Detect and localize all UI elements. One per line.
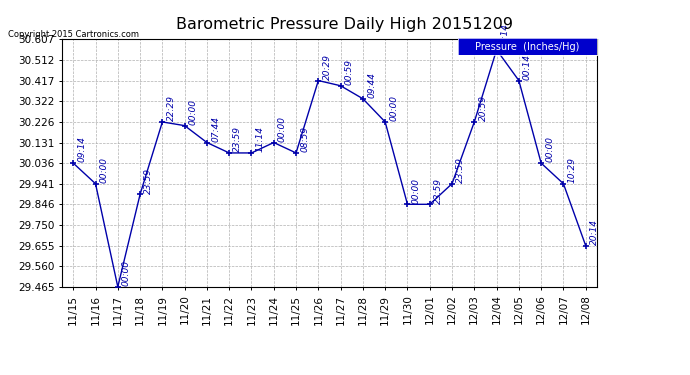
Text: 08:14: 08:14 xyxy=(501,23,510,49)
Text: 23:59: 23:59 xyxy=(434,177,443,204)
Text: 00:00: 00:00 xyxy=(122,260,131,286)
Text: 20:59: 20:59 xyxy=(478,95,487,121)
Text: 09:14: 09:14 xyxy=(77,136,86,162)
Text: Barometric Pressure Daily High 20151209: Barometric Pressure Daily High 20151209 xyxy=(177,17,513,32)
Text: 20:29: 20:29 xyxy=(322,54,331,80)
Text: 23:59: 23:59 xyxy=(233,126,242,152)
Text: 00:14: 00:14 xyxy=(523,54,532,80)
Text: 20:14: 20:14 xyxy=(590,219,599,245)
Text: 00:00: 00:00 xyxy=(389,95,398,121)
Text: 11:14: 11:14 xyxy=(256,126,265,152)
Text: 00:00: 00:00 xyxy=(99,157,109,183)
Text: 00:00: 00:00 xyxy=(189,99,198,125)
Text: 23:59: 23:59 xyxy=(456,157,465,183)
Text: 00:00: 00:00 xyxy=(278,116,287,142)
Text: 00:00: 00:00 xyxy=(412,177,421,204)
Text: 00:00: 00:00 xyxy=(545,136,554,162)
Text: Copyright 2015 Cartronics.com: Copyright 2015 Cartronics.com xyxy=(8,30,139,39)
Text: 08:59: 08:59 xyxy=(300,126,309,152)
Text: 23:59: 23:59 xyxy=(144,168,153,194)
Text: 09:44: 09:44 xyxy=(367,72,376,98)
Text: 10:29: 10:29 xyxy=(568,157,577,183)
Text: 00:59: 00:59 xyxy=(345,59,354,85)
Text: 07:44: 07:44 xyxy=(211,116,220,142)
Text: 22:29: 22:29 xyxy=(166,95,175,121)
